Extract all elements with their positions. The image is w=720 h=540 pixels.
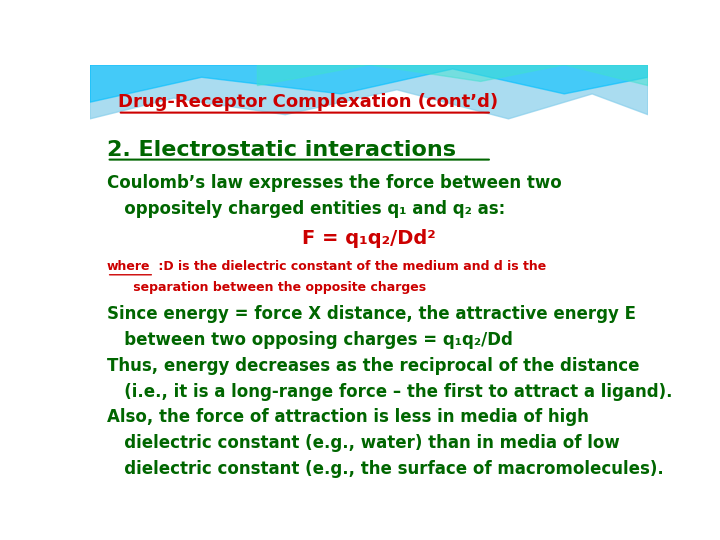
Text: dielectric constant (e.g., the surface of macromolecules).: dielectric constant (e.g., the surface o… xyxy=(107,460,664,478)
Text: 2. Electrostatic interactions: 2. Electrostatic interactions xyxy=(107,140,456,160)
Text: Thus, energy decreases as the reciprocal of the distance: Thus, energy decreases as the reciprocal… xyxy=(107,357,639,375)
Polygon shape xyxy=(90,65,648,119)
Text: F = q₁q₂/Dd²: F = q₁q₂/Dd² xyxy=(302,228,436,248)
Text: Since energy = force X distance, the attractive energy E: Since energy = force X distance, the att… xyxy=(107,305,636,323)
Text: dielectric constant (e.g., water) than in media of low: dielectric constant (e.g., water) than i… xyxy=(107,434,619,452)
Text: (i.e., it is a long-range force – the first to attract a ligand).: (i.e., it is a long-range force – the fi… xyxy=(107,383,672,401)
Text: separation between the opposite charges: separation between the opposite charges xyxy=(107,281,426,294)
Text: between two opposing charges = q₁q₂/Dd: between two opposing charges = q₁q₂/Dd xyxy=(107,331,513,349)
Polygon shape xyxy=(258,65,648,85)
Text: Also, the force of attraction is less in media of high: Also, the force of attraction is less in… xyxy=(107,408,589,427)
Text: Coulomb’s law expresses the force between two: Coulomb’s law expresses the force betwee… xyxy=(107,174,562,192)
Text: where: where xyxy=(107,260,150,273)
Text: :D is the dielectric constant of the medium and d is the: :D is the dielectric constant of the med… xyxy=(154,260,546,273)
Polygon shape xyxy=(90,65,648,102)
Text: Drug-Receptor Complexation (cont’d): Drug-Receptor Complexation (cont’d) xyxy=(118,93,498,111)
Text: oppositely charged entities q₁ and q₂ as:: oppositely charged entities q₁ and q₂ as… xyxy=(107,200,505,218)
